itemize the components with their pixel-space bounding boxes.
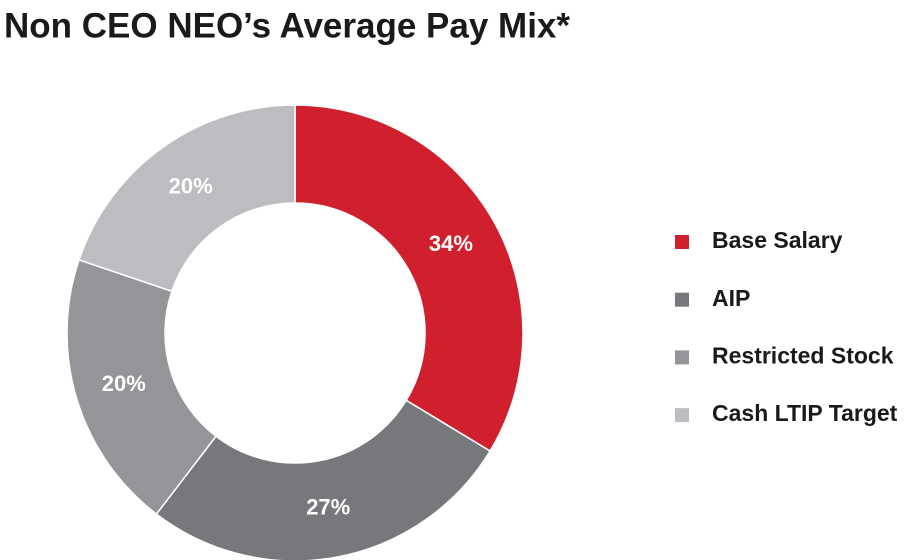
legend-label: Cash LTIP Target [712, 400, 898, 426]
legend-swatch [675, 292, 689, 307]
legend-swatch [675, 350, 689, 365]
data-label: 34% [429, 231, 473, 256]
legend-label: Base Salary [712, 227, 843, 253]
donut-segment [66, 258, 218, 516]
data-label: 27% [306, 495, 350, 520]
data-label: 20% [169, 173, 213, 198]
legend-label: AIP [712, 285, 750, 311]
data-label: 20% [102, 371, 146, 396]
donut-segment [78, 104, 296, 293]
legend-swatch [675, 235, 689, 249]
donut-segment [155, 399, 492, 560]
chart-title: Non CEO NEO’s Average Pay Mix* [4, 6, 570, 45]
legend-label: Restricted Stock [712, 342, 894, 368]
donut-segment [294, 104, 524, 453]
legend-swatch [675, 408, 689, 423]
